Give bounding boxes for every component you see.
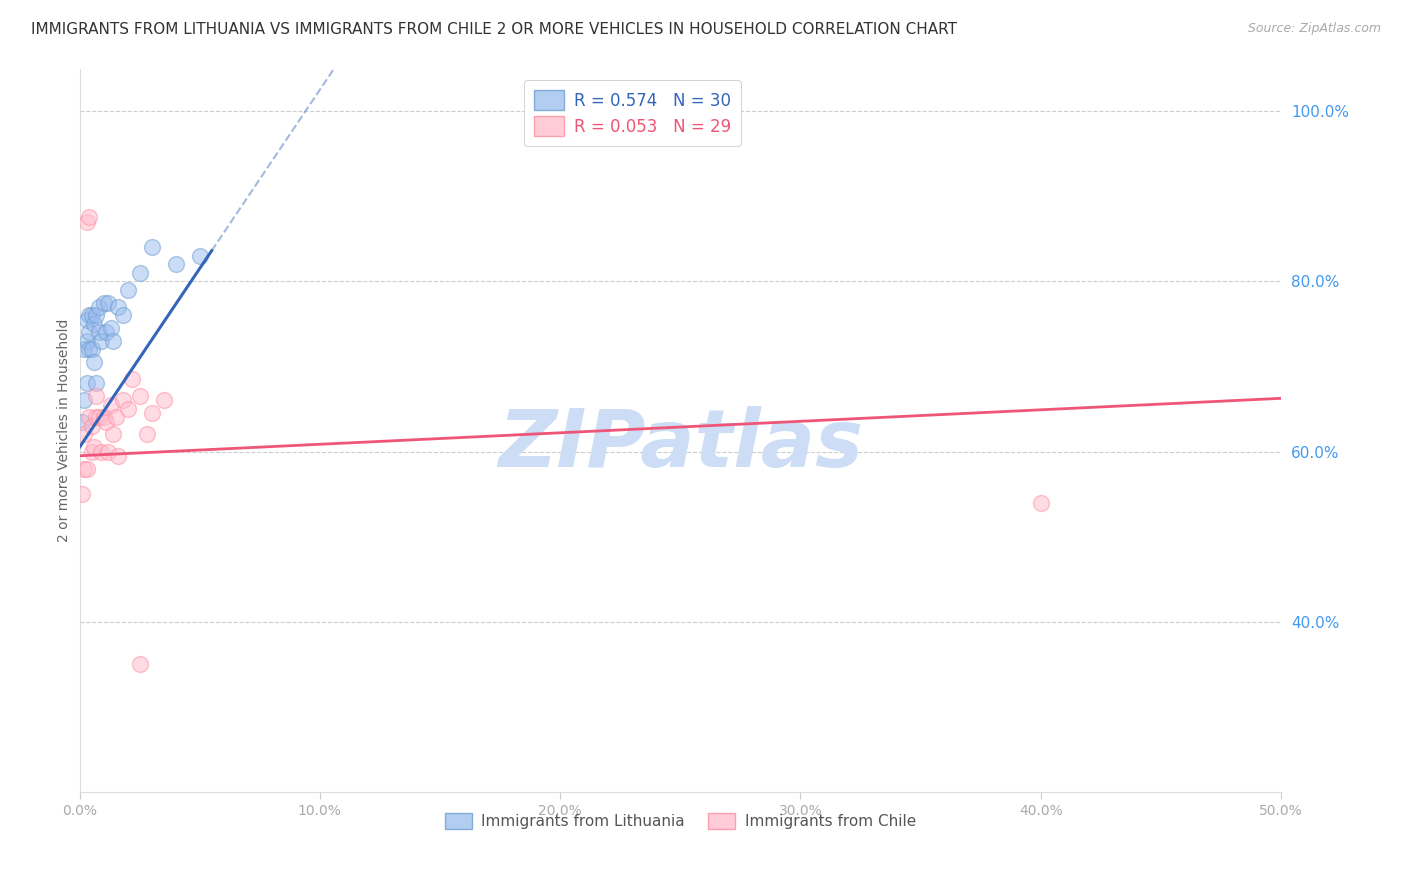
Point xyxy=(188,249,211,263)
Point xyxy=(73,393,96,408)
Point xyxy=(80,343,103,357)
Point xyxy=(83,440,105,454)
Point xyxy=(70,487,93,501)
Point xyxy=(128,389,150,403)
Point xyxy=(73,343,96,357)
Point xyxy=(87,410,110,425)
Point xyxy=(107,449,129,463)
Point xyxy=(76,461,98,475)
Legend: Immigrants from Lithuania, Immigrants from Chile: Immigrants from Lithuania, Immigrants fr… xyxy=(439,806,922,835)
Y-axis label: 2 or more Vehicles in Household: 2 or more Vehicles in Household xyxy=(58,318,72,542)
Point xyxy=(87,326,110,340)
Point xyxy=(86,309,108,323)
Point xyxy=(73,427,96,442)
Point xyxy=(94,326,117,340)
Point xyxy=(135,427,157,442)
Point xyxy=(104,410,127,425)
Text: Source: ZipAtlas.com: Source: ZipAtlas.com xyxy=(1247,22,1381,36)
Point xyxy=(165,257,187,271)
Point xyxy=(77,309,100,323)
Point xyxy=(152,393,174,408)
Point xyxy=(107,300,129,314)
Point xyxy=(87,300,110,314)
Point xyxy=(76,376,98,391)
Point xyxy=(90,334,112,348)
Point xyxy=(128,657,150,672)
Point xyxy=(100,321,122,335)
Point xyxy=(76,312,98,326)
Point xyxy=(101,334,124,348)
Point xyxy=(86,389,108,403)
Point xyxy=(70,415,93,429)
Point xyxy=(86,410,108,425)
Point xyxy=(76,215,98,229)
Point xyxy=(77,326,100,340)
Point xyxy=(80,309,103,323)
Point xyxy=(117,401,139,416)
Point xyxy=(94,415,117,429)
Point xyxy=(141,406,163,420)
Point xyxy=(77,410,100,425)
Point xyxy=(93,410,115,425)
Point xyxy=(1029,495,1052,509)
Point xyxy=(90,444,112,458)
Point xyxy=(97,295,120,310)
Point xyxy=(100,398,122,412)
Point xyxy=(76,334,98,348)
Point xyxy=(77,343,100,357)
Point xyxy=(101,427,124,442)
Point xyxy=(73,461,96,475)
Point xyxy=(128,266,150,280)
Text: IMMIGRANTS FROM LITHUANIA VS IMMIGRANTS FROM CHILE 2 OR MORE VEHICLES IN HOUSEHO: IMMIGRANTS FROM LITHUANIA VS IMMIGRANTS … xyxy=(31,22,957,37)
Point xyxy=(93,295,115,310)
Point xyxy=(86,376,108,391)
Point xyxy=(141,240,163,254)
Point xyxy=(97,444,120,458)
Text: ZIPatlas: ZIPatlas xyxy=(498,406,863,483)
Point xyxy=(111,393,134,408)
Point xyxy=(83,317,105,331)
Point xyxy=(77,211,100,225)
Point xyxy=(83,355,105,369)
Point xyxy=(80,444,103,458)
Point xyxy=(80,419,103,434)
Point xyxy=(117,283,139,297)
Point xyxy=(111,309,134,323)
Point xyxy=(121,372,143,386)
